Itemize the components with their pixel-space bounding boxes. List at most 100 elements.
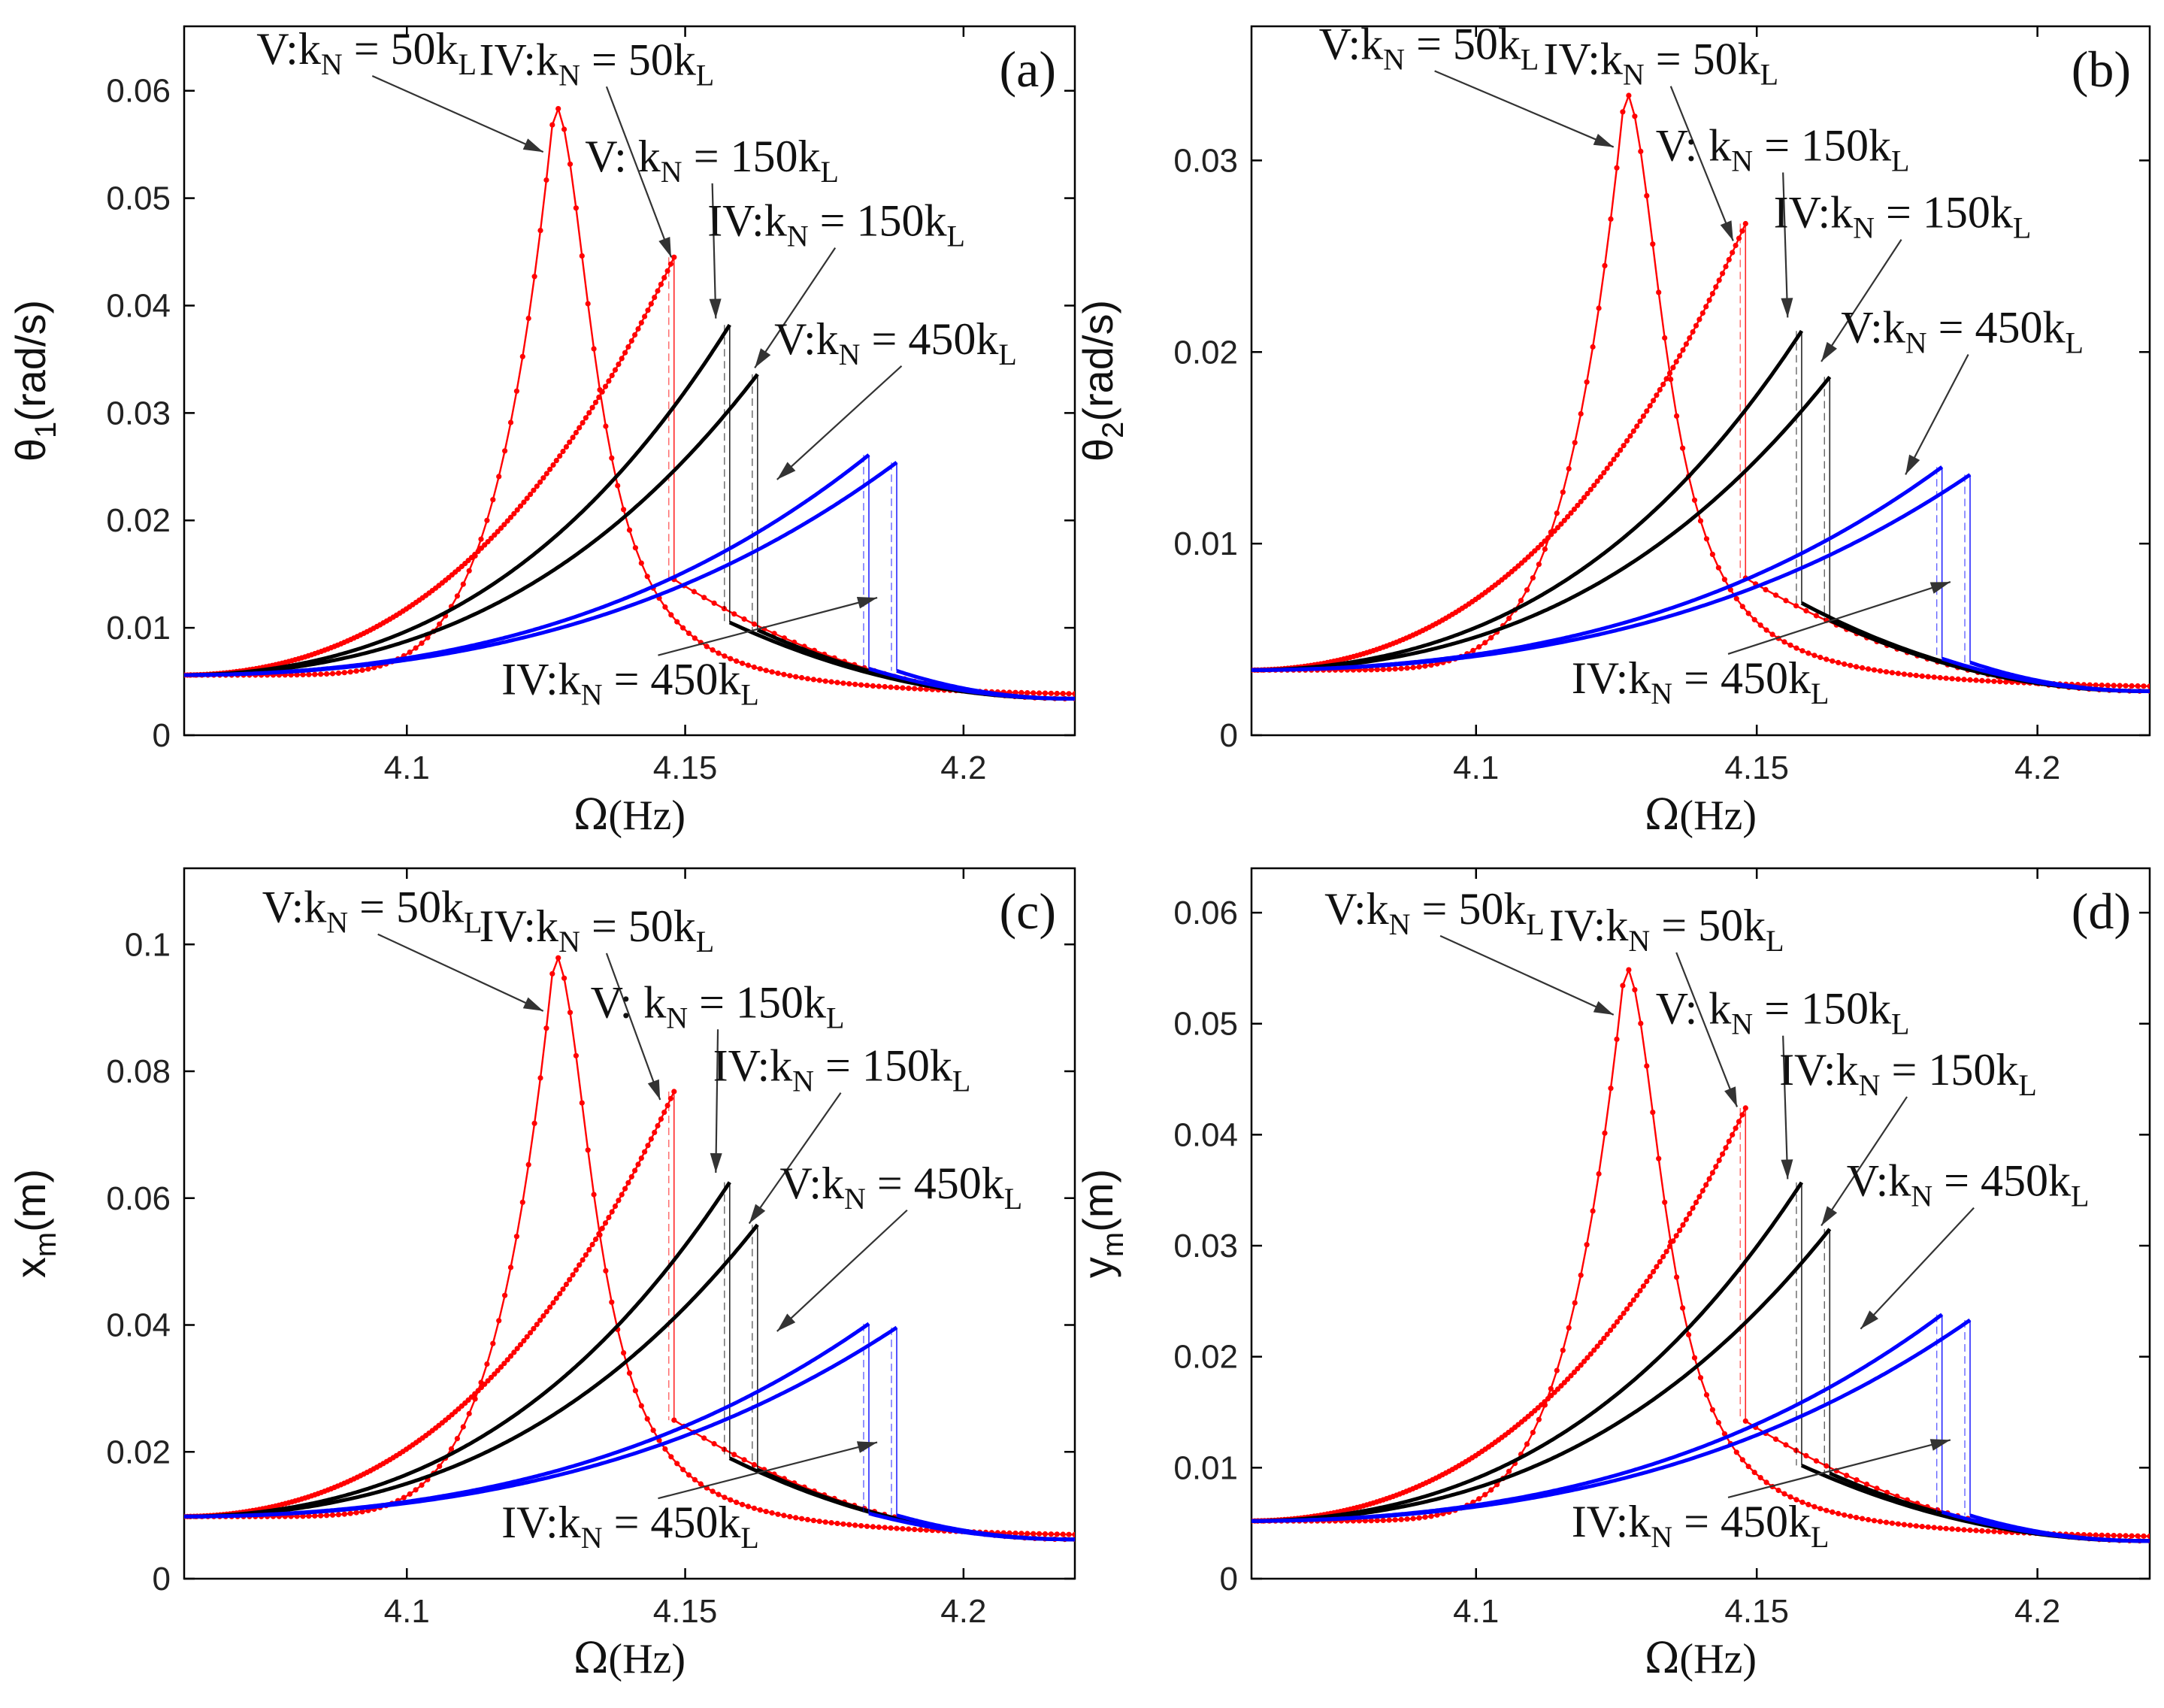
- y-tick-label: 0: [1220, 717, 1238, 754]
- annotation-arrow: [377, 933, 544, 1012]
- series-point: [1422, 1514, 1428, 1520]
- series-point: [484, 1361, 490, 1367]
- series-point: [1048, 1531, 1054, 1537]
- series-point: [1627, 433, 1633, 439]
- series-point: [1907, 672, 1913, 678]
- series-point: [1662, 335, 1668, 341]
- panel-c: 4.1 4.15 4.2 0 0.02 0.04 0.06 0.08 0.1 Ω(Hz) xm(m)…: [7, 867, 1076, 1683]
- series-point: [846, 1522, 852, 1528]
- series-point: [1602, 262, 1608, 268]
- series-point: [635, 326, 641, 332]
- panel-tag: (d): [2072, 883, 2131, 940]
- series-point: [513, 1234, 520, 1240]
- series-point: [1018, 689, 1024, 696]
- series-point: [550, 1300, 556, 1306]
- series-point: [1392, 1517, 1398, 1523]
- series-point: [1683, 341, 1689, 347]
- series-point: [661, 274, 667, 280]
- series-point: [580, 419, 586, 426]
- series-point: [531, 1325, 537, 1331]
- series-point: [1608, 1086, 1614, 1092]
- series-point: [448, 1446, 455, 1452]
- series-point: [626, 527, 633, 533]
- series-point: [2135, 1533, 2141, 1539]
- series-point: [1721, 1431, 1727, 1437]
- series-point: [592, 399, 599, 405]
- y-tick-label: 0.06: [1173, 895, 1238, 931]
- series-point: [318, 671, 324, 677]
- series-point: [834, 680, 840, 686]
- series-point: [1696, 316, 1702, 323]
- series-point: [1571, 506, 1577, 513]
- y-tick-label: 0.04: [106, 1307, 171, 1344]
- y-tick-label: 0.03: [1173, 142, 1238, 179]
- annotation-arrowhead: [1929, 1439, 1951, 1451]
- series-point: [583, 415, 589, 421]
- series-point: [466, 568, 472, 574]
- series-point: [573, 429, 580, 436]
- series-point: [923, 1527, 930, 1533]
- series-point: [2129, 683, 2135, 689]
- series-point: [632, 332, 638, 338]
- series-point: [1568, 510, 1574, 516]
- series-point: [1620, 983, 1626, 989]
- series-point: [1650, 1110, 1656, 1116]
- series-point: [1680, 1222, 1686, 1228]
- series-point: [1854, 664, 1860, 670]
- series-point: [1674, 413, 1680, 419]
- series-point: [1054, 690, 1060, 697]
- series-point: [1608, 1327, 1614, 1334]
- series-point: [1614, 165, 1620, 171]
- series-point: [312, 1513, 318, 1519]
- series-point: [1713, 284, 1719, 290]
- series-point: [1763, 586, 1769, 593]
- series-point: [1686, 1331, 1692, 1338]
- series-point: [300, 1513, 306, 1519]
- series-point: [822, 678, 828, 684]
- series-point: [553, 1295, 559, 1301]
- series-point: [329, 1512, 336, 1518]
- series-point: [1604, 1331, 1610, 1337]
- series-point: [1739, 604, 1745, 610]
- series-point: [1591, 1347, 1597, 1353]
- series-point: [692, 635, 698, 641]
- series-point: [1630, 428, 1636, 435]
- y-tick-label: 0: [153, 1561, 171, 1597]
- series-point: [514, 507, 520, 513]
- series-point: [591, 1192, 597, 1198]
- annotation-label: V:kN = 50kL: [1324, 884, 1545, 941]
- annotation-arrow: [658, 1441, 878, 1500]
- annotation-label: IV:kN = 150kL: [1774, 188, 2032, 245]
- series-line: [184, 373, 759, 677]
- series-point: [751, 664, 758, 671]
- series-point: [1919, 673, 1925, 680]
- series-point: [1647, 1273, 1653, 1279]
- annotation-arrow: [1860, 1207, 1975, 1330]
- series-point: [1836, 1510, 1842, 1516]
- y-tick-label: 0.06: [106, 73, 171, 110]
- series-point: [638, 319, 644, 326]
- series-point: [1581, 1358, 1587, 1364]
- series-point: [1871, 1518, 1878, 1524]
- series-point: [602, 383, 609, 389]
- series-point: [710, 1488, 716, 1494]
- series-point: [485, 1378, 491, 1384]
- panel-b: 4.1 4.15 4.2 0 0.01 0.02 0.03 Ω(Hz) θ2(rad/s) (b)…: [1074, 19, 2151, 840]
- series-point: [573, 1052, 580, 1058]
- series-point: [858, 1523, 864, 1529]
- series-point: [1640, 1283, 1646, 1289]
- series-point: [577, 1262, 583, 1268]
- series-point: [652, 295, 658, 301]
- series-point: [1683, 1216, 1689, 1222]
- series-point: [662, 604, 668, 610]
- series-point: [1895, 671, 1901, 677]
- series-point: [1739, 1112, 1745, 1118]
- series-point: [1392, 666, 1398, 672]
- series-point: [652, 1129, 658, 1135]
- series-point: [555, 106, 561, 112]
- series-point: [1380, 666, 1386, 673]
- series-point: [625, 344, 631, 350]
- series-group: [1251, 92, 2150, 694]
- series-point: [1604, 465, 1610, 471]
- series-point: [1404, 665, 1410, 671]
